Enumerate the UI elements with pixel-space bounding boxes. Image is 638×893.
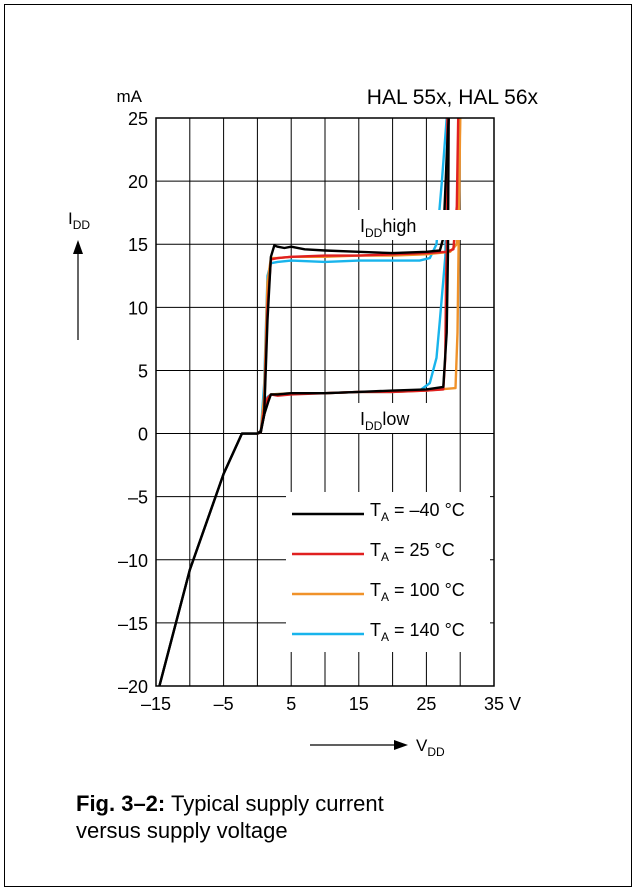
y-tick-label: –20 — [118, 677, 148, 697]
y-tick-label: 20 — [128, 172, 148, 192]
annotation-idd-high: IDDhigh — [360, 216, 416, 240]
legend-label: TA = 140 °C — [370, 620, 465, 644]
legend-label: TA = –40 °C — [370, 500, 465, 524]
figure-caption: Fig. 3–2: Typical supply current versus … — [76, 790, 596, 844]
y-unit-label: mA — [117, 87, 143, 106]
x-tick-label: 15 — [349, 694, 369, 714]
y-tick-label: 10 — [128, 298, 148, 318]
x-tick-label: –5 — [214, 694, 234, 714]
series-line-low — [256, 118, 450, 435]
y-tick-label: 5 — [138, 361, 148, 381]
annotation-idd-low: IDDlow — [360, 409, 410, 433]
y-tick-label: 0 — [138, 425, 148, 445]
y-axis-arrowhead — [73, 240, 83, 254]
x-tick-label: 5 — [286, 694, 296, 714]
annotation-background — [354, 210, 462, 240]
chart-title: HAL 55x, HAL 56x — [367, 86, 539, 109]
y-tick-label: –10 — [118, 551, 148, 571]
legend-label: TA = 100 °C — [370, 580, 465, 604]
caption-line2: versus supply voltage — [76, 818, 288, 843]
y-tick-label: –5 — [128, 488, 148, 508]
y-axis-label: IDD — [68, 209, 90, 232]
x-tick-label: 25 — [416, 694, 436, 714]
plot-frame — [155, 117, 495, 687]
y-tick-label: –15 — [118, 614, 148, 634]
series-line-high — [256, 118, 448, 435]
y-tick-label: 15 — [128, 235, 148, 255]
legend-background — [286, 492, 490, 652]
series-line-high — [256, 118, 460, 435]
x-axis-label: VDD — [416, 736, 445, 759]
x-tick-label: –15 — [141, 694, 171, 714]
x-axis-arrowhead — [394, 740, 408, 750]
y-tick-label: 25 — [128, 109, 148, 129]
annotation-background — [354, 403, 442, 433]
caption-line1: Typical supply current — [165, 791, 384, 816]
caption-label: Fig. 3–2: — [76, 791, 166, 816]
figure-frame — [4, 4, 632, 887]
x-tick-label: 35 V — [484, 694, 521, 714]
series-line-low — [256, 118, 449, 435]
series-line-low — [158, 118, 450, 686]
legend-label: TA = 25 °C — [370, 540, 455, 564]
